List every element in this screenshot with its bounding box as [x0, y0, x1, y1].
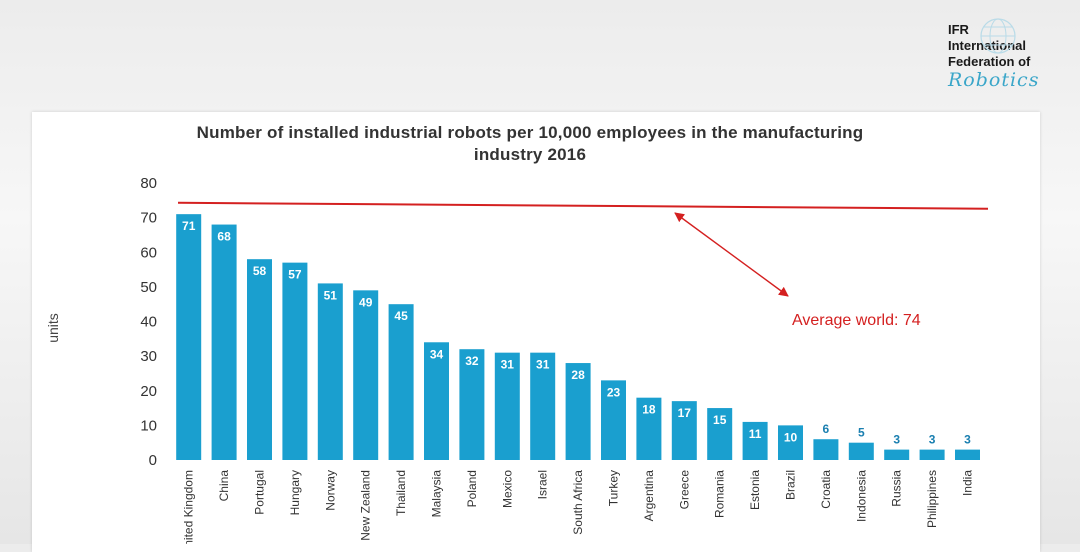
- y-tick-label: 10: [140, 417, 157, 434]
- y-tick-label: 30: [140, 348, 157, 365]
- bar: [459, 349, 485, 460]
- bar-value-label: 23: [607, 385, 621, 399]
- x-tick-label: Brazil: [784, 470, 798, 500]
- bar-value-label: 45: [394, 309, 408, 323]
- bar: [636, 397, 662, 460]
- bar: [742, 421, 768, 460]
- bar-value-label: 49: [359, 295, 373, 309]
- bar: [317, 283, 343, 460]
- x-tick-label: Romania: [713, 470, 727, 518]
- bar: [884, 449, 910, 460]
- x-tick-labels: United Kingdom China Portugal Hungary Norway…: [182, 470, 975, 544]
- y-tick-label: 0: [149, 452, 157, 469]
- bar-value-label: 3: [893, 433, 900, 447]
- chart-title: Number of installed industrial robots pe…: [130, 122, 930, 166]
- bar-value-label: 58: [253, 264, 267, 278]
- x-tick-label: India: [961, 470, 975, 496]
- x-tick-label: Philippines: [925, 470, 939, 528]
- average-annotation: [177, 201, 989, 297]
- bar: [848, 442, 874, 460]
- x-tick-label: Thailand: [394, 470, 408, 516]
- bar: [530, 352, 556, 460]
- x-tick-label: Croatia: [819, 470, 833, 509]
- x-tick-label: Norway: [323, 470, 337, 511]
- x-tick-label: Mexico: [500, 470, 514, 508]
- bar-value-label: 32: [465, 354, 479, 368]
- globe-icon: [980, 18, 1016, 54]
- y-tick-label: 60: [140, 244, 157, 261]
- y-tick-label: 50: [140, 279, 157, 296]
- bar-value-label: 6: [823, 422, 830, 436]
- bar-value-label: 11: [749, 427, 762, 441]
- bar-value-label: 28: [571, 368, 585, 382]
- bar: [565, 363, 591, 460]
- bar: [494, 352, 520, 460]
- x-tick-label: Greece: [677, 470, 691, 510]
- bar-value-label: 5: [858, 426, 865, 440]
- bars: [176, 214, 980, 460]
- bar-value-label: 3: [964, 433, 971, 447]
- x-tick-label: Estonia: [748, 470, 762, 510]
- x-tick-label: Russia: [890, 470, 904, 507]
- x-tick-label: Israel: [536, 470, 550, 499]
- average-line: [177, 201, 989, 210]
- x-tick-label: Hungary: [288, 470, 302, 515]
- y-tick-label: 80: [140, 175, 157, 192]
- bar-value-label: 57: [288, 268, 302, 282]
- average-label: Average world: 74: [792, 312, 921, 329]
- bar-value-label: 68: [217, 230, 231, 244]
- x-tick-label: Argentina: [642, 470, 656, 522]
- x-tick-label: Indonesia: [854, 470, 868, 522]
- x-tick-label: Malaysia: [430, 470, 444, 518]
- y-tick-label: 40: [140, 314, 157, 331]
- x-tick-label: United Kingdom: [182, 470, 196, 544]
- x-tick-label: Portugal: [253, 470, 267, 515]
- average-arrow: [674, 212, 789, 297]
- bar-value-label: 10: [784, 430, 798, 444]
- logo-line-robotics: Robotics: [948, 69, 1040, 91]
- bar: [955, 449, 980, 460]
- bar: [176, 214, 202, 460]
- bar-value-label: 34: [430, 347, 444, 361]
- bar-value-label: 3: [929, 433, 936, 447]
- bar: [424, 342, 449, 460]
- bar: [282, 262, 308, 460]
- chart-title-line2: industry 2016: [473, 145, 587, 164]
- bar-value-label: 31: [536, 358, 550, 372]
- bar: [601, 380, 626, 460]
- bar-value-label: 17: [678, 406, 692, 420]
- bar: [671, 401, 697, 460]
- y-tick-labels: 0 10 20 30 40 50 60 70 80: [140, 175, 157, 469]
- x-tick-label: New Zealand: [359, 470, 373, 541]
- bar: [707, 408, 733, 460]
- bar: [778, 425, 803, 460]
- logo-line-ifr: IFR: [948, 22, 969, 37]
- bar-value-label: 31: [501, 358, 515, 372]
- bar-value-label: 18: [642, 403, 656, 417]
- x-tick-label: Turkey: [607, 470, 621, 506]
- x-tick-label: Poland: [465, 470, 479, 507]
- x-tick-label: South Africa: [571, 470, 585, 535]
- y-tick-label: 70: [140, 210, 157, 227]
- bar-value-label: 15: [713, 413, 727, 427]
- bar: [388, 304, 414, 460]
- bar: [353, 290, 379, 460]
- value-labels: 71 68 58 57 51 49 45 34 32 31 31 28 23 18 17 15 11 10 6 5 3 3…: [182, 219, 971, 446]
- bar: [211, 224, 237, 460]
- bar-value-label: 51: [324, 288, 338, 302]
- bar: [247, 259, 272, 460]
- ifr-logo: IFR International Federation of Robotics: [948, 18, 1068, 102]
- logo-line-federation: Federation of: [948, 54, 1031, 69]
- bar: [919, 449, 945, 460]
- bar-value-label: 71: [182, 219, 196, 233]
- y-tick-label: 20: [140, 383, 157, 400]
- x-tick-label: China: [217, 470, 231, 502]
- bar: [813, 439, 839, 460]
- chart-title-line1: Number of installed industrial robots pe…: [196, 123, 864, 142]
